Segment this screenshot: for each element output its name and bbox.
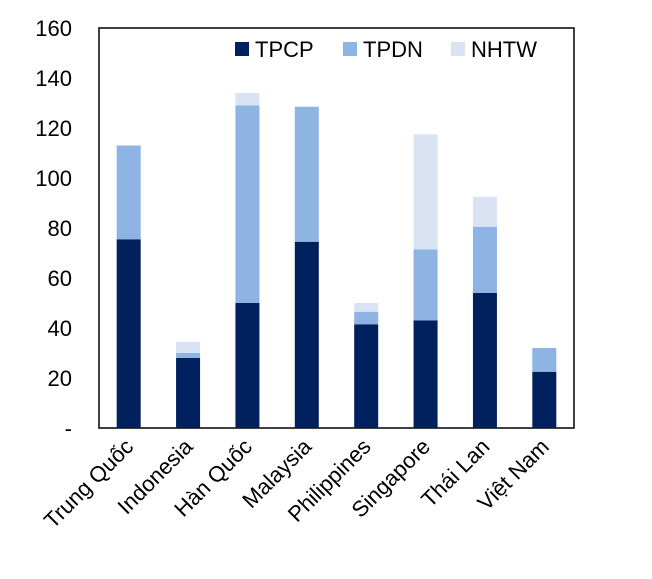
- legend-label-nhtw: NHTW: [471, 37, 537, 62]
- y-tick-label: 60: [48, 266, 72, 291]
- bar-tpdn-3: [294, 106, 319, 242]
- bar-tpcp-3: [294, 241, 319, 428]
- y-tick-label: 20: [48, 366, 72, 391]
- bar-tpdn-0: [116, 145, 141, 240]
- bar-tpcp-7: [532, 371, 557, 428]
- y-tick-label: 160: [35, 16, 72, 41]
- bar-nhtw-4: [354, 303, 379, 312]
- legend-swatch-tpdn: [343, 42, 357, 56]
- bar-tpcp-0: [116, 239, 141, 428]
- y-tick-label: 140: [35, 66, 72, 91]
- bar-nhtw-1: [176, 341, 201, 353]
- bar-nhtw-2: [235, 93, 260, 106]
- bar-tpdn-4: [354, 311, 379, 325]
- bar-nhtw-6: [472, 196, 497, 227]
- x-category-label: Trung Quốc: [39, 434, 138, 533]
- y-tick-label: 80: [48, 216, 72, 241]
- bar-tpcp-6: [472, 293, 497, 428]
- legend-swatch-nhtw: [451, 42, 465, 56]
- bars: [116, 93, 557, 428]
- plot-frame: [98, 27, 575, 429]
- bar-tpcp-5: [413, 320, 438, 428]
- y-axis: - 20 40 60 80 100 120 140 160: [35, 16, 72, 441]
- bar-tpdn-7: [532, 348, 557, 372]
- bar-tpcp-1: [176, 358, 201, 428]
- y-tick-label: 120: [35, 116, 72, 141]
- bar-tpdn-5: [413, 249, 438, 321]
- bar-tpdn-2: [235, 105, 260, 303]
- legend-swatch-tpcp: [235, 42, 249, 56]
- legend-label-tpdn: TPDN: [363, 37, 423, 62]
- y-tick-label: 100: [35, 166, 72, 191]
- bar-tpdn-1: [176, 353, 201, 358]
- y-tick-label: -: [65, 416, 72, 441]
- bar-tpcp-4: [354, 324, 379, 428]
- legend: TPCP TPDN NHTW: [235, 37, 537, 62]
- legend-label-tpcp: TPCP: [255, 37, 314, 62]
- bar-nhtw-5: [413, 134, 438, 250]
- bar-tpdn-6: [472, 226, 497, 293]
- bar-tpcp-2: [235, 303, 260, 428]
- y-tick-label: 40: [48, 316, 72, 341]
